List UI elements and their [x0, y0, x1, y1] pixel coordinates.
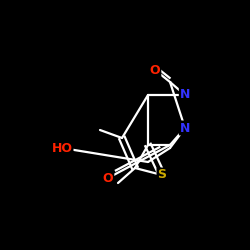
Text: O: O: [150, 64, 160, 76]
Text: N: N: [180, 88, 190, 102]
Text: N: N: [180, 122, 190, 134]
Text: S: S: [158, 168, 166, 181]
Text: HO: HO: [52, 142, 72, 154]
Text: O: O: [103, 172, 113, 184]
